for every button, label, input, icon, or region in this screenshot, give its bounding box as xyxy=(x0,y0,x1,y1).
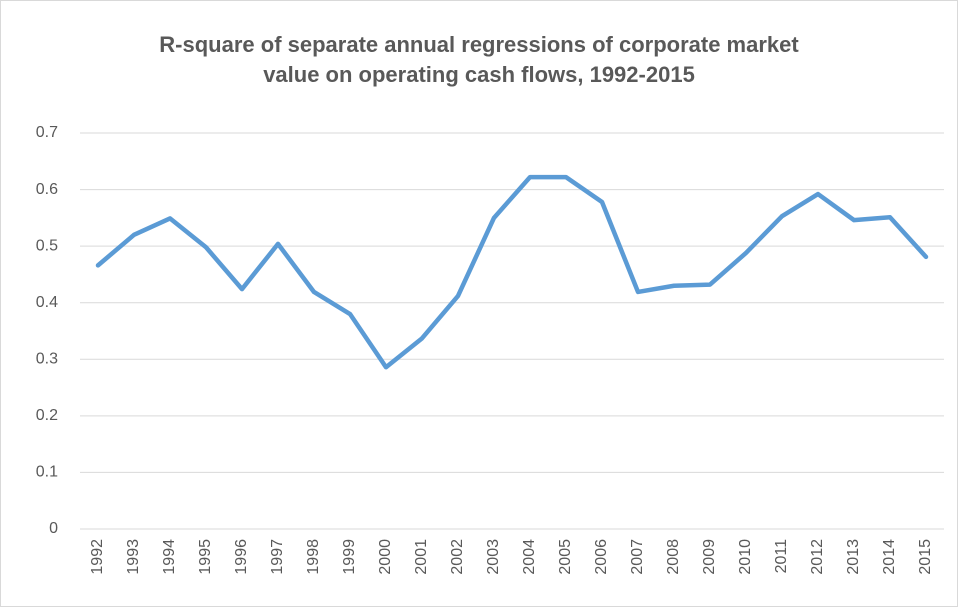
x-tick-label: 1993 xyxy=(125,539,142,575)
x-tick-label: 2010 xyxy=(737,539,754,575)
x-tick-label: 2007 xyxy=(629,539,646,575)
y-tick-label: 0.5 xyxy=(36,237,58,254)
chart-title-box: R-square of separate annual regressions … xyxy=(0,30,958,90)
x-tick-label: 2013 xyxy=(845,539,862,575)
x-tick-label: 1996 xyxy=(233,539,250,575)
y-tick-label: 0.2 xyxy=(36,407,58,424)
x-tick-label: 2009 xyxy=(701,539,718,575)
x-tick-label: 2006 xyxy=(593,539,610,575)
chart-title: R-square of separate annual regressions … xyxy=(159,32,799,87)
x-tick-label: 2015 xyxy=(917,539,934,575)
x-tick-label: 2008 xyxy=(665,539,682,575)
y-tick-label: 0.1 xyxy=(36,464,58,481)
line-series xyxy=(95,174,929,370)
y-tick-label: 0.4 xyxy=(36,294,58,311)
x-tick-label: 1992 xyxy=(89,539,106,575)
y-tick-label: 0 xyxy=(49,520,58,537)
x-tick-label: 2012 xyxy=(809,539,826,575)
y-tick-label: 0.3 xyxy=(36,351,58,368)
x-tick-label: 2002 xyxy=(449,539,466,575)
x-tick-label: 1994 xyxy=(161,539,178,575)
x-tick-label: 2011 xyxy=(773,539,790,574)
x-tick-label: 2014 xyxy=(881,539,898,575)
y-tick-label: 0.6 xyxy=(36,181,58,198)
x-tick-label: 1998 xyxy=(305,539,322,575)
x-tick-label: 1997 xyxy=(269,539,286,575)
x-tick-label: 2000 xyxy=(377,539,394,575)
y-tick-label: 0.7 xyxy=(36,124,58,141)
x-tick-label: 2003 xyxy=(485,539,502,575)
x-tick-label: 2004 xyxy=(521,539,538,575)
x-tick-label: 1999 xyxy=(341,539,358,575)
x-tick-label: 2005 xyxy=(557,539,574,575)
x-tick-label: 2001 xyxy=(413,539,430,575)
x-tick-label: 1995 xyxy=(197,539,214,575)
